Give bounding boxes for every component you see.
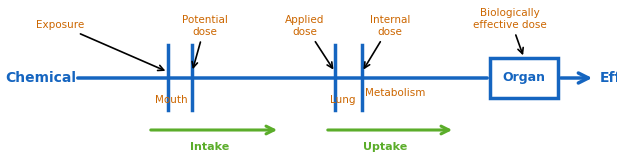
Text: Applied
dose: Applied dose [285, 15, 333, 68]
Text: Chemical: Chemical [5, 71, 76, 85]
Text: Exposure: Exposure [36, 20, 164, 70]
Text: Intake: Intake [191, 142, 230, 152]
Text: Biologically
effective dose: Biologically effective dose [473, 8, 547, 54]
Text: Potential
dose: Potential dose [182, 15, 228, 67]
Text: Uptake: Uptake [363, 142, 407, 152]
Text: Internal
dose: Internal dose [365, 15, 410, 68]
Text: Metabolism: Metabolism [365, 88, 425, 98]
Text: Lung: Lung [330, 95, 355, 105]
Text: Organ: Organ [502, 72, 545, 85]
Text: Mouth: Mouth [155, 95, 188, 105]
Bar [490, 58, 558, 98]
Text: Effect: Effect [600, 71, 617, 85]
